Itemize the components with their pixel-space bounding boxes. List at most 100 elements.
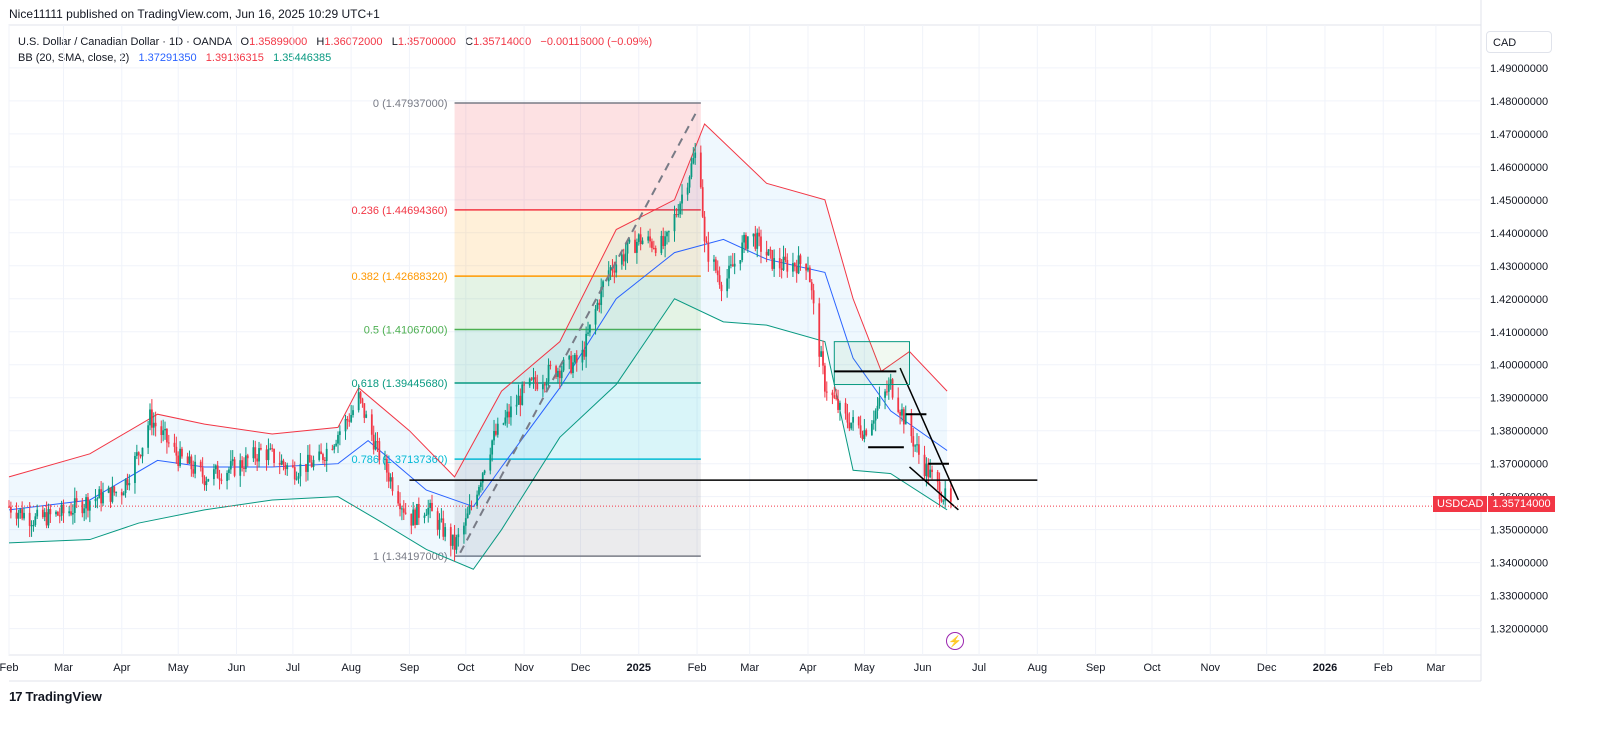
candle-body xyxy=(417,504,420,518)
tradingview-brand-name: TradingView xyxy=(25,689,102,704)
candle-body xyxy=(929,469,932,478)
candle-body xyxy=(154,422,157,427)
candle-body xyxy=(523,384,526,386)
candle-body xyxy=(135,452,138,456)
candle-body xyxy=(126,479,129,486)
candle-body xyxy=(585,333,588,357)
candle-body xyxy=(756,232,759,249)
candle-body xyxy=(694,152,697,158)
candle-body xyxy=(350,414,353,422)
candle-body xyxy=(128,483,131,486)
y-tick-label: 1.49000000 xyxy=(1490,63,1548,75)
candle-body xyxy=(9,506,12,513)
candle-body xyxy=(483,470,486,474)
candle-body xyxy=(654,247,657,254)
x-tick-label: Oct xyxy=(457,662,474,674)
y-tick-label: 1.39000000 xyxy=(1490,393,1548,405)
candle-body xyxy=(186,456,189,464)
candle-body xyxy=(916,444,918,446)
candle-body xyxy=(543,384,546,386)
candle-body xyxy=(374,441,377,450)
candle-body xyxy=(181,448,183,457)
lightning-icon[interactable]: ⚡ xyxy=(946,632,964,650)
price-tag-value: 1.35714000 xyxy=(1488,496,1555,512)
candle-body xyxy=(269,448,272,450)
candle-body xyxy=(164,428,166,431)
candle-body xyxy=(72,513,74,515)
candle-body xyxy=(190,456,193,470)
high-value: 1.36072000 xyxy=(324,36,383,48)
candle-body xyxy=(549,364,552,367)
candle-body xyxy=(741,242,744,261)
candle-body xyxy=(528,378,531,386)
candle-body xyxy=(218,478,221,480)
candle-body xyxy=(861,434,864,440)
candle-body xyxy=(626,242,629,254)
candle-body xyxy=(865,430,868,436)
candle-body xyxy=(111,486,114,502)
candle-body xyxy=(273,448,275,463)
candle-body xyxy=(912,436,915,447)
candle-body xyxy=(688,177,691,188)
candle-body xyxy=(598,302,601,305)
candle-body xyxy=(681,194,683,204)
candle-body xyxy=(23,512,25,519)
candle-body xyxy=(495,430,497,435)
candle-body xyxy=(226,472,228,481)
candle-body xyxy=(583,349,586,357)
last-price-tag: USDCAD 1.35714000 xyxy=(1433,496,1555,512)
candle-body xyxy=(28,512,31,526)
candle-body xyxy=(914,445,917,447)
candle-body xyxy=(284,464,287,470)
candle-body xyxy=(573,354,576,363)
wedge-upper-line xyxy=(899,367,960,501)
candle-body xyxy=(786,260,789,272)
candle-body xyxy=(718,275,721,285)
candle-body xyxy=(87,497,89,511)
candle-body xyxy=(848,422,851,429)
candle-body xyxy=(624,253,627,262)
candle-body xyxy=(555,366,557,377)
candle-body xyxy=(536,383,539,390)
candle-body xyxy=(765,251,768,256)
y-tick-label: 1.34000000 xyxy=(1490,558,1548,570)
candle-body xyxy=(100,489,103,504)
candle-body xyxy=(205,481,208,486)
candle-body xyxy=(728,265,730,279)
tradingview-logo-icon: 17 xyxy=(9,689,23,704)
candle-body xyxy=(491,440,494,455)
bb-legend-row[interactable]: BB (20, SMA, close, 2) 1.37291350 1.3913… xyxy=(18,50,652,66)
candle-body xyxy=(220,479,223,481)
candle-body xyxy=(370,414,373,435)
candle-body xyxy=(897,397,900,413)
candle-body xyxy=(795,266,798,274)
candle-body xyxy=(254,447,257,459)
x-tick-label: Mar xyxy=(54,662,73,674)
candle-body xyxy=(43,512,46,518)
candle-body xyxy=(613,270,616,273)
x-tick-label: Jun xyxy=(914,662,932,674)
fib-level-label: 0.618 (1.39445680) xyxy=(352,378,448,390)
candle-body xyxy=(752,233,755,237)
candle-body xyxy=(463,525,465,535)
y-tick-label: 1.44000000 xyxy=(1490,228,1548,240)
candle-body xyxy=(615,264,618,273)
candle-body xyxy=(754,233,757,249)
candle-body xyxy=(134,455,136,484)
candle-body xyxy=(466,513,469,519)
candle-body xyxy=(496,423,499,435)
tradingview-brand[interactable]: 17 TradingView xyxy=(9,689,102,704)
candle-body xyxy=(56,511,59,516)
candle-body xyxy=(825,391,828,393)
x-tick-label: Sep xyxy=(1086,662,1106,674)
currency-button[interactable]: CAD xyxy=(1486,31,1552,53)
candle-body xyxy=(397,491,400,504)
candle-body xyxy=(201,467,204,478)
candle-body xyxy=(797,255,800,274)
candle-body xyxy=(70,511,72,515)
candle-body xyxy=(602,281,604,288)
candle-body xyxy=(664,236,667,247)
y-tick-label: 1.43000000 xyxy=(1490,261,1548,273)
fib-level-label: 0.236 (1.44694360) xyxy=(352,205,448,217)
